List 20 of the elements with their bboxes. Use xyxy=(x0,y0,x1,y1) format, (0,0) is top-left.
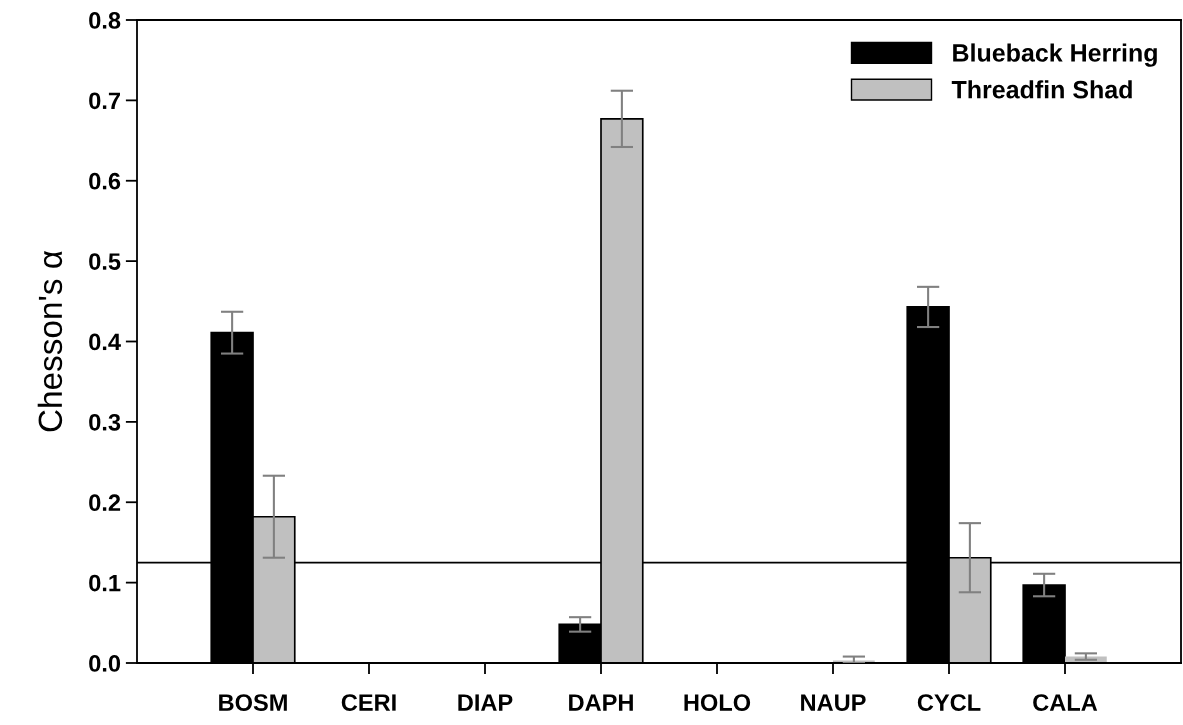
y-tick-label: 0.6 xyxy=(89,172,121,190)
y-tick-label: 0.7 xyxy=(89,92,120,110)
legend-label: Threadfin Shad xyxy=(951,80,1132,99)
y-tick-label: 0.4 xyxy=(89,333,121,351)
x-tick-label: NAUP xyxy=(801,694,866,711)
y-tick-label: 0.2 xyxy=(89,494,121,512)
y-tick-label: 0.8 xyxy=(89,12,121,29)
x-tick-label: CERI xyxy=(341,694,396,711)
y-tick-label: 0.0 xyxy=(89,655,121,672)
legend-label: Blueback Herring xyxy=(953,43,1157,67)
x-tick-label: BOSM xyxy=(219,694,287,711)
y-tick-label: 0.1 xyxy=(89,574,121,592)
x-tick-label: DAPH xyxy=(569,694,633,711)
y-axis-title: Chesson's α xyxy=(37,250,63,432)
x-tick-label: CALA xyxy=(1033,694,1098,711)
y-tick-label: 0.3 xyxy=(89,413,121,431)
x-tick-label: HOLO xyxy=(684,694,751,711)
x-tick-label: CYCL xyxy=(917,694,981,711)
x-tick-label: DIAP xyxy=(458,694,513,711)
y-tick-label: 0.5 xyxy=(89,253,121,270)
